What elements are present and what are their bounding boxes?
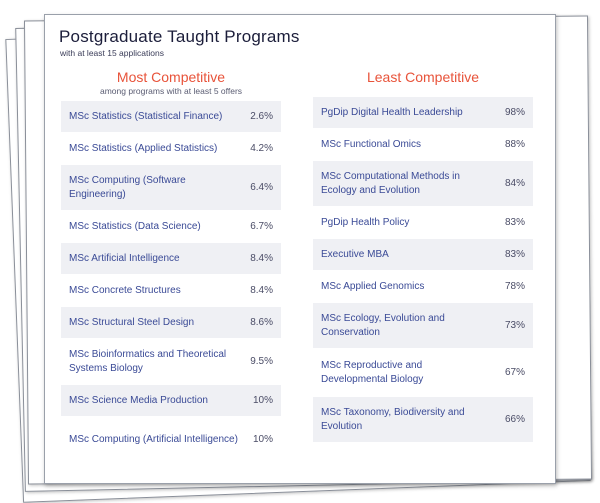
table-row: MSc Bioinformatics and Theoretical Syste… xyxy=(61,339,281,385)
table-row: MSc Functional Omics 88% xyxy=(313,129,533,161)
program-name: MSc Science Media Production xyxy=(69,394,208,406)
program-name: MSc Computing (Artificial Intelligence) xyxy=(69,433,238,445)
table-row: PgDip Health Policy 83% xyxy=(313,207,533,239)
program-rate: 83% xyxy=(504,248,525,260)
table-row: MSc Science Media Production 10% xyxy=(61,385,281,417)
program-rate: 8.4% xyxy=(250,252,273,264)
table-row: MSc Statistics (Data Science) 6.7% xyxy=(61,211,281,243)
least-competitive-heading: Least Competitive xyxy=(366,69,480,85)
table-row: MSc Applied Genomics 78% xyxy=(313,271,533,303)
program-name: PgDip Health Policy xyxy=(321,216,410,228)
program-name: PgDip Digital Health Leadership xyxy=(321,106,463,118)
program-rate: 66% xyxy=(504,413,525,425)
most-competitive-table: MSc Statistics (Statistical Finance) 2.6%… xyxy=(61,101,281,463)
program-name: MSc Computational Methods in Ecology and… xyxy=(321,170,460,196)
program-rate: 8.4% xyxy=(250,284,273,296)
program-rate: 67% xyxy=(504,366,525,378)
table-row: MSc Computing (Artificial Intelligence) 1… xyxy=(61,417,281,463)
program-name: MSc Statistics (Data Science) xyxy=(69,220,201,232)
most-competitive-heading: Most Competitive xyxy=(116,69,226,85)
program-name: MSc Artificial Intelligence xyxy=(69,252,180,264)
program-rate: 2.6% xyxy=(250,110,273,122)
program-rate: 6.4% xyxy=(250,181,273,193)
least-competitive-column: Least Competitive PgDip Digital Health L… xyxy=(313,68,533,443)
program-rate: 8.6% xyxy=(250,316,273,328)
program-name: MSc Applied Genomics xyxy=(321,280,425,292)
program-name: MSc Computing (Software Engineering) xyxy=(69,174,186,200)
page-title: Postgraduate Taught Programs xyxy=(59,27,300,46)
document-page: Postgraduate Taught Programs with at lea… xyxy=(44,14,556,484)
program-rate: 83% xyxy=(504,216,525,228)
table-row: MSc Statistics (Applied Statistics) 4.2% xyxy=(61,133,281,165)
program-rate: 78% xyxy=(504,280,525,292)
program-rate: 6.7% xyxy=(250,220,273,232)
program-name: Executive MBA xyxy=(321,248,389,260)
table-row: PgDip Digital Health Leadership 98% xyxy=(313,97,533,129)
program-rate: 9.5% xyxy=(250,355,273,367)
program-rate: 4.2% xyxy=(250,142,273,154)
program-name: MSc Taxonomy, Biodiversity and Evolution xyxy=(321,406,465,432)
least-competitive-table: PgDip Digital Health Leadership 98% MSc F… xyxy=(313,97,533,443)
table-row: MSc Reproductive and Developmental Biolo… xyxy=(313,349,533,397)
program-name: MSc Statistics (Applied Statistics) xyxy=(69,142,218,154)
most-competitive-note: among programs with at least 5 offers xyxy=(99,86,243,96)
program-rate: 10% xyxy=(252,394,273,406)
table-row: MSc Statistics (Statistical Finance) 2.6% xyxy=(61,101,281,133)
table-row: Executive MBA 83% xyxy=(313,239,533,271)
table-row: MSc Concrete Structures 8.4% xyxy=(61,275,281,307)
page-subtitle: with at least 15 applications xyxy=(60,48,164,58)
program-rate: 88% xyxy=(504,138,525,150)
program-name: MSc Concrete Structures xyxy=(69,284,181,296)
program-rate: 84% xyxy=(504,177,525,189)
program-rate: 73% xyxy=(504,319,525,331)
table-row: MSc Taxonomy, Biodiversity and Evolution… xyxy=(313,397,533,443)
table-row: MSc Computational Methods in Ecology and… xyxy=(313,161,533,207)
program-name: MSc Ecology, Evolution and Conservation xyxy=(321,312,445,338)
program-name: MSc Structural Steel Design xyxy=(69,316,195,328)
table-row: MSc Artificial Intelligence 8.4% xyxy=(61,243,281,275)
table-row: MSc Ecology, Evolution and Conservation 7… xyxy=(313,303,533,349)
program-name: MSc Reproductive and Developmental Biolo… xyxy=(321,359,424,385)
program-rate: 10% xyxy=(252,433,273,445)
program-rate: 98% xyxy=(504,106,525,118)
program-name: MSc Bioinformatics and Theoretical Syste… xyxy=(69,348,227,374)
most-competitive-column: Most Competitive among programs with at … xyxy=(61,68,281,463)
program-name: MSc Functional Omics xyxy=(321,138,422,150)
table-row: MSc Structural Steel Design 8.6% xyxy=(61,307,281,339)
program-name: MSc Statistics (Statistical Finance) xyxy=(69,110,223,122)
table-row: MSc Computing (Software Engineering) 6.4% xyxy=(61,165,281,211)
